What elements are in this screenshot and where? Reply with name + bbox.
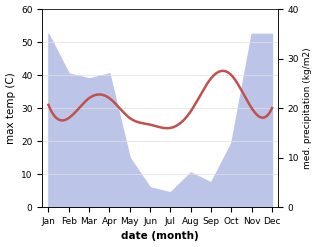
Y-axis label: med. precipitation (kg/m2): med. precipitation (kg/m2) — [303, 47, 313, 169]
X-axis label: date (month): date (month) — [121, 231, 199, 242]
Y-axis label: max temp (C): max temp (C) — [5, 72, 16, 144]
